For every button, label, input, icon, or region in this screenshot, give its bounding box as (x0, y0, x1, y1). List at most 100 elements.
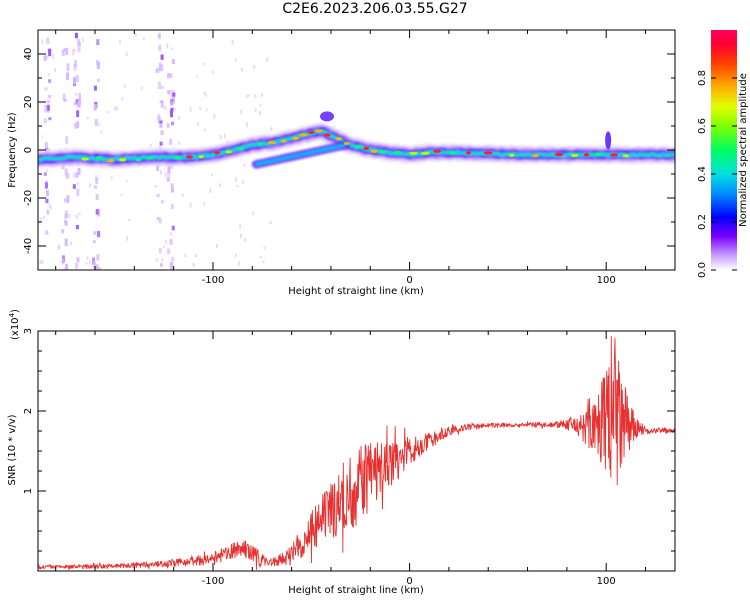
spectrogram-hotspot (354, 145, 363, 149)
spectrogram-speckle (93, 104, 97, 111)
spectrogram-speckle (156, 165, 160, 172)
spectrogram-hotspot (343, 141, 350, 146)
spectrogram-hotspot (532, 153, 539, 158)
spectrogram-speckle (88, 260, 91, 264)
spectrogram-speckle (46, 55, 49, 60)
spectrogram-speckle (75, 262, 79, 269)
spectrogram-speckle (203, 201, 206, 206)
spectrogram-speckle (196, 122, 199, 126)
spectrogram-speckle (259, 255, 262, 259)
spectrogram-speckle (244, 238, 247, 242)
spectrogram-hotspot (335, 137, 343, 141)
spectrogram-speckle (64, 221, 68, 226)
spectrogram-speckle (156, 216, 160, 221)
snr-multiplier-exponent: 4 (8, 312, 16, 317)
spectrogram-speckle (167, 248, 171, 255)
spectrogram-speckle (170, 187, 174, 193)
spectrogram-speckle (170, 261, 174, 270)
spectrogram-speckle (246, 95, 249, 98)
spectrogram-speckle (67, 173, 70, 178)
spectrogram-y-axis-title: Frequency (Hz) (7, 112, 18, 188)
spectrogram-hotspot (378, 150, 386, 154)
spectrogram-speckle (68, 213, 71, 218)
spectrogram-speckle (69, 241, 72, 246)
spectrogram-speckle (50, 205, 53, 210)
snr-ticks: -100 0 100 1 2 3 (23, 328, 675, 587)
spectrogram-plot-area (38, 32, 675, 270)
spectrogram-speckle (43, 172, 47, 176)
spectrogram-speckle (203, 62, 206, 65)
spectrogram-speckle (74, 32, 78, 39)
spectrogram-speckle (64, 238, 68, 247)
spectrogram-speckle (95, 264, 99, 270)
spectrogram-speckle (61, 49, 65, 56)
spectrogram-speckle (39, 217, 42, 222)
spectrogram-hotspot (268, 141, 276, 145)
spectrogram-speckle (43, 55, 47, 61)
spectrogram-speckle (94, 175, 97, 180)
spectrogram-speckle (47, 73, 50, 77)
spectrogram-speckle (126, 180, 129, 183)
spectrogram-speckle (44, 87, 48, 91)
spectrogram-speckle (238, 261, 241, 266)
spectrogram-speckle (260, 93, 263, 97)
spectrogram-hotspot (236, 147, 245, 151)
spectrogram-speckle (78, 98, 82, 105)
spectrogram-speckle (63, 198, 67, 203)
spectrogram-speckle (76, 121, 80, 129)
spectrogram-speckle (174, 107, 177, 111)
spectrogram-speckle (43, 118, 47, 124)
snr-y-tick-label: 2 (23, 408, 34, 414)
spectrogram-speckle (54, 68, 57, 73)
spectrogram-ticks: -100 0 100 -40 -20 0 20 40 (23, 29, 675, 286)
spectrogram-hotspot (610, 153, 618, 157)
snr-y-tick-label: 3 (23, 328, 34, 334)
spectrogram-speckle (73, 60, 77, 67)
snr-y-axis-title: SNR (10 * v/v) (7, 414, 18, 485)
spectrogram-speckle (39, 260, 42, 265)
spectrogram-speckle (134, 33, 137, 37)
snr-x-tick-label: -100 (202, 576, 225, 587)
spectrogram-speckle (72, 184, 76, 189)
spectrogram-speckle (254, 108, 257, 113)
spectrogram-speckle (170, 109, 174, 118)
spectrogram-speckle (169, 138, 173, 145)
spectrogram-speckle (66, 63, 70, 72)
snr-x-tick-label: 0 (406, 576, 412, 587)
spectrogram-speckle (46, 37, 50, 44)
spectrogram-speckle (170, 183, 174, 188)
spectrogram-hotspot (281, 139, 287, 143)
spectrogram-speckle (171, 102, 174, 107)
spectrogram-secondary-branch (252, 141, 349, 169)
spectrogram-speckle (94, 184, 98, 189)
spectrogram-speckle (95, 60, 99, 66)
spectrogram-speckle (243, 163, 246, 167)
spectrogram-speckle (92, 239, 96, 244)
spectrogram-speckle (203, 92, 206, 95)
spectrogram-speckle (97, 209, 101, 217)
spectrogram-hotspot (118, 158, 127, 162)
colorbar-gradient (711, 30, 737, 270)
spectrogram-x-tick-label: 0 (406, 275, 412, 286)
spectrogram-speckle (158, 248, 162, 254)
spectrogram-speckle (81, 37, 84, 43)
spectrogram-speckle (47, 100, 51, 104)
spectrogram-panel: -100 0 100 -40 -20 0 20 40 Height of straight l… (7, 29, 676, 297)
spectrogram-speckle (223, 133, 226, 139)
spectrogram-speckle (160, 200, 164, 204)
spectrogram-speckle (258, 111, 261, 116)
spectrogram-speckle (166, 123, 170, 128)
spectrogram-speckle (253, 64, 256, 70)
spectrogram-speckle (61, 162, 65, 170)
spectrogram-hotspot (107, 159, 114, 163)
spectrogram-y-tick-label: 0 (23, 147, 34, 153)
spectrogram-speckle (239, 233, 242, 239)
spectrogram-hotspot (95, 156, 103, 160)
spectrogram-hump (320, 111, 335, 122)
spectrogram-hotspot (299, 133, 308, 137)
spectrogram-speckle (181, 193, 184, 197)
spectrogram-speckle (192, 262, 195, 268)
spectrogram-speckle (160, 54, 164, 60)
spectrogram-speckle (96, 79, 100, 83)
